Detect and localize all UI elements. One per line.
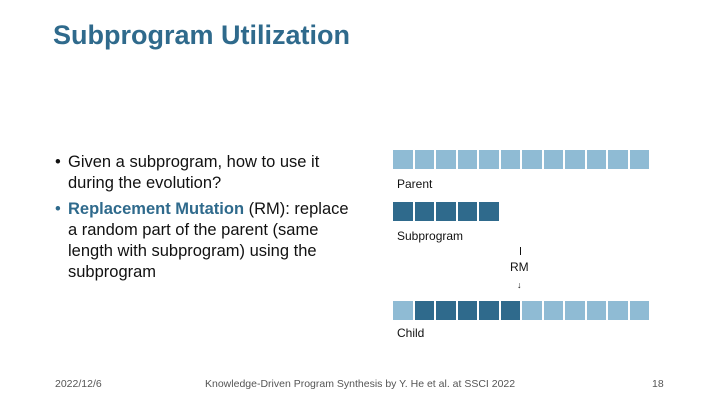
child-cell-dark [414,301,434,320]
parent-cell-light [479,150,499,169]
bullet-dot-icon: • [55,153,61,171]
rm-arrow-down-icon: ↓ [517,280,522,290]
child-cell-dark [436,301,456,320]
parent-cell-light [436,150,456,169]
child-cell-light [586,301,606,320]
parent-cell-light [608,150,628,169]
child-cell-dark [479,301,499,320]
subprogram-cell-dark [414,202,434,221]
parent-label: Parent [397,177,433,191]
subprogram-cell-dark [457,202,477,221]
child-cell-light [629,301,649,320]
parent-cell-light [629,150,649,169]
bullet-text: (RM): replace a random part of the paren… [68,200,349,281]
footer-date: 2022/12/6 [55,378,102,390]
bullet-item: • Replacement Mutation (RM): replace a r… [55,199,355,283]
parent-cell-light [393,150,413,169]
rm-arrow-tail-icon [520,247,521,255]
footer-citation: Knowledge-Driven Program Synthesis by Y.… [205,378,516,390]
bullet-list: • Given a subprogram, how to use it duri… [55,152,355,288]
child-cell-light [393,301,413,320]
footer-page-number: 18 [652,378,664,390]
child-strip [393,301,651,320]
child-cell-light [522,301,542,320]
child-cell-light [543,301,563,320]
slide-title: Subprogram Utilization [53,20,350,50]
bullet-item: • Given a subprogram, how to use it duri… [55,152,355,194]
parent-cell-light [543,150,563,169]
child-cell-dark [500,301,520,320]
subprogram-cell-dark [436,202,456,221]
bullet-text: Given a subprogram, how to use it during… [68,153,320,192]
child-cell-light [565,301,585,320]
subprogram-strip [393,202,501,221]
bullet-dot-icon: • [55,200,61,218]
parent-cell-light [565,150,585,169]
bullet-highlight: Replacement Mutation [68,200,245,218]
parent-cell-light [522,150,542,169]
child-label: Child [397,326,425,340]
child-cell-light [608,301,628,320]
parent-cell-light [500,150,520,169]
subprogram-label: Subprogram [397,229,464,243]
parent-cell-light [414,150,434,169]
rm-label: RM [510,260,529,274]
subprogram-cell-dark [479,202,499,221]
subprogram-cell-dark [393,202,413,221]
parent-strip [393,150,651,169]
child-cell-dark [457,301,477,320]
parent-cell-light [457,150,477,169]
parent-cell-light [586,150,606,169]
